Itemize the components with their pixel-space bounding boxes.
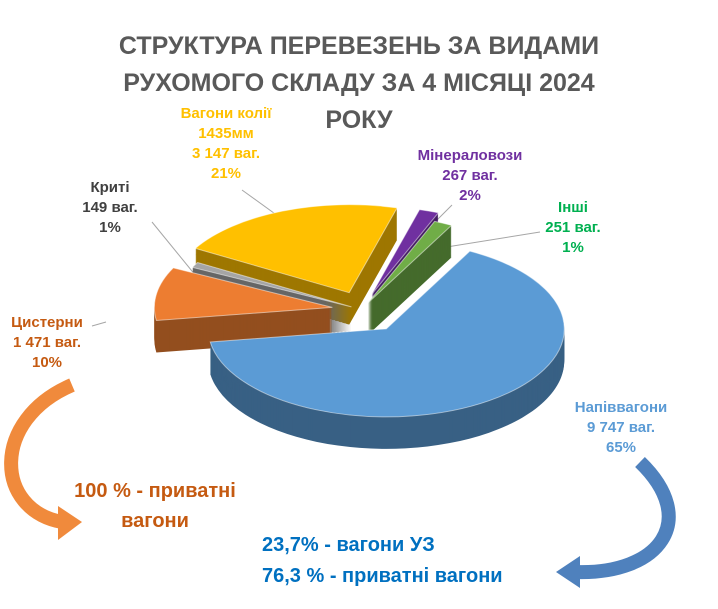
data-label: Цистерни 1 471 ваг. 10% (0, 313, 102, 373)
orange-arrow (4, 378, 75, 529)
annotation: 23,7% - вагони УЗ (262, 534, 435, 556)
slice (153, 267, 333, 322)
percent-label: 10% (31, 354, 63, 371)
value-label: 9 747 ваг. (587, 419, 655, 436)
slice (367, 220, 453, 304)
blue-arrow (574, 456, 676, 580)
data-label: Мінераловози 267 ваг. 2% (400, 146, 540, 206)
value-label: 3 147 ваг. (192, 145, 260, 162)
value-label: 251 ваг. (545, 219, 601, 236)
value-label: 149 ваг. (82, 199, 138, 216)
percent-label: 1% (99, 219, 121, 236)
blue-arrowhead (556, 556, 580, 588)
slice (191, 262, 352, 308)
category-label: Мінераловози (417, 147, 523, 164)
data-label: Вагони колії 1435мм 3 147 ваг. 21% (166, 104, 286, 184)
percent-label: 1% (562, 239, 584, 256)
value-label: 267 ваг. (442, 167, 498, 184)
category-label: Інші (558, 199, 588, 216)
category-label: Напіввагони (574, 399, 668, 416)
annotation: 100 % - приватні вагони (74, 480, 236, 532)
leader-line (151, 221, 197, 277)
chart-title: СТРУКТУРА ПЕРЕВЕЗЕНЬ ЗА ВИДАМИ РУХОМОГО … (118, 32, 600, 134)
category-label: Цистерни (11, 314, 83, 331)
slice (371, 209, 440, 295)
value-label: 1 471 ваг. (13, 334, 81, 351)
slice (194, 204, 398, 294)
percent-label: 2% (459, 187, 481, 204)
percent-label: 65% (605, 439, 637, 456)
decorations (4, 189, 676, 588)
category-label: Вагони колії 1435мм (180, 105, 272, 142)
annotation: 76,3 % - приватні вагони (262, 565, 503, 587)
percent-label: 21% (210, 165, 242, 182)
category-label: Криті (90, 179, 130, 196)
leader-line (91, 321, 107, 327)
slice (209, 250, 565, 418)
orange-arrowhead (58, 506, 82, 540)
data-label: Напіввагони 9 747 ваг. 65% (561, 398, 681, 458)
data-label: Інші 251 ваг. 1% (533, 198, 613, 258)
leader-line (241, 189, 279, 217)
data-label: Криті 149 ваг. 1% (65, 178, 155, 238)
